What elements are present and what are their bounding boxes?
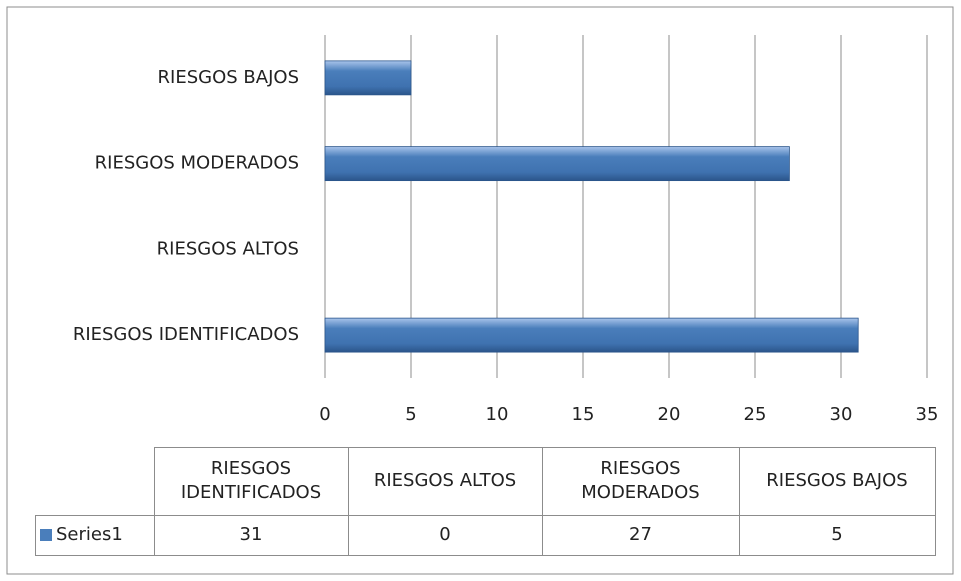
table-header-cell: RIESGOS MODERADOS [541, 447, 740, 516]
table-header-cell: RIESGOS BAJOS [738, 447, 936, 516]
x-tick-label: 15 [572, 404, 595, 425]
table-header-row: RIESGOS IDENTIFICADOS RIESGOS ALTOS RIESGO… [35, 447, 936, 516]
table-corner [35, 447, 155, 516]
y-tick-label: RIESGOS ALTOS [157, 238, 299, 259]
legend-swatch [40, 529, 52, 541]
legend-cell: Series1 [35, 514, 155, 556]
x-tick-label: 35 [916, 404, 939, 425]
chart-border [6, 6, 954, 575]
bar [324, 60, 412, 96]
data-table: RIESGOS IDENTIFICADOS RIESGOS ALTOS RIESGO… [35, 447, 936, 556]
table-header-cell: RIESGOS ALTOS [347, 447, 543, 516]
y-tick-label: RIESGOS BAJOS [158, 67, 299, 88]
table-value: 27 [541, 514, 740, 556]
table-value: 5 [738, 514, 936, 556]
x-tick-label: 20 [658, 404, 681, 425]
x-tick-label: 0 [319, 404, 330, 425]
table-value: 31 [153, 514, 349, 556]
y-tick-label: RIESGOS MODERADOS [95, 153, 299, 174]
bar [324, 317, 859, 353]
x-tick-label: 5 [405, 404, 416, 425]
x-tick-label: 10 [486, 404, 509, 425]
table-row: Series1 31 0 27 5 [35, 514, 936, 556]
y-tick-label: RIESGOS IDENTIFICADOS [73, 324, 299, 345]
legend-label: Series1 [56, 524, 123, 545]
table-value: 0 [347, 514, 543, 556]
x-tick-label: 25 [744, 404, 767, 425]
bar [324, 146, 790, 182]
table-header-cell: RIESGOS IDENTIFICADOS [153, 447, 349, 516]
x-tick-label: 30 [830, 404, 853, 425]
